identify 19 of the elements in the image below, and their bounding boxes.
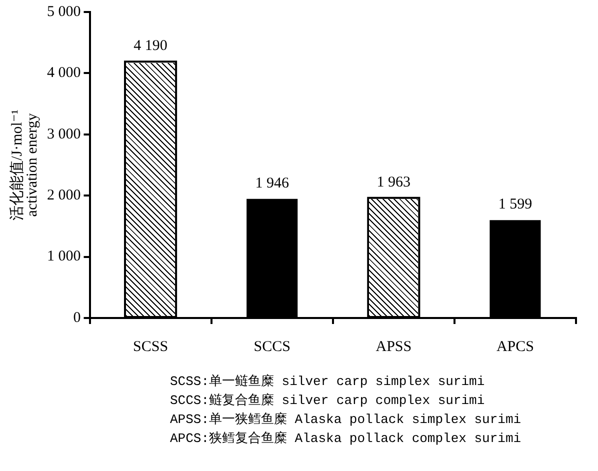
data-label: 1 946 bbox=[255, 175, 290, 192]
data-label: 4 190 bbox=[134, 38, 168, 54]
y-axis-title: 活化能值/J·mol⁻¹ activation energy bbox=[8, 110, 40, 220]
x-tick-label: APCS bbox=[496, 338, 534, 355]
text: SCCS:鲢复合鱼糜 silver carp complex surimi bbox=[170, 392, 486, 410]
x-tick-label: SCSS bbox=[133, 338, 168, 355]
text: SCSS:单一鲢鱼糜 silver carp simplex surimi bbox=[170, 373, 486, 391]
y-tick-label: 1 000 bbox=[47, 248, 81, 265]
text: APCS:狭鳕复合鱼糜 Alaska pollack complex surimi bbox=[170, 430, 522, 448]
y-tick-label: 4 000 bbox=[47, 65, 81, 82]
y-tick-label: 5 000 bbox=[47, 4, 81, 20]
data-label: 1 963 bbox=[376, 174, 411, 190]
x-tick-label: APSS bbox=[376, 338, 412, 355]
y-tick-label: 0 bbox=[73, 310, 81, 326]
y-tick-label: 2 000 bbox=[47, 188, 81, 204]
y-tick-label: 3 000 bbox=[47, 126, 81, 142]
text: APSS:单一狭鳕鱼糜 Alaska pollack simplex surimi bbox=[170, 411, 522, 429]
data-label: 1 599 bbox=[498, 196, 532, 213]
x-tick-label: SCCS bbox=[254, 338, 290, 355]
